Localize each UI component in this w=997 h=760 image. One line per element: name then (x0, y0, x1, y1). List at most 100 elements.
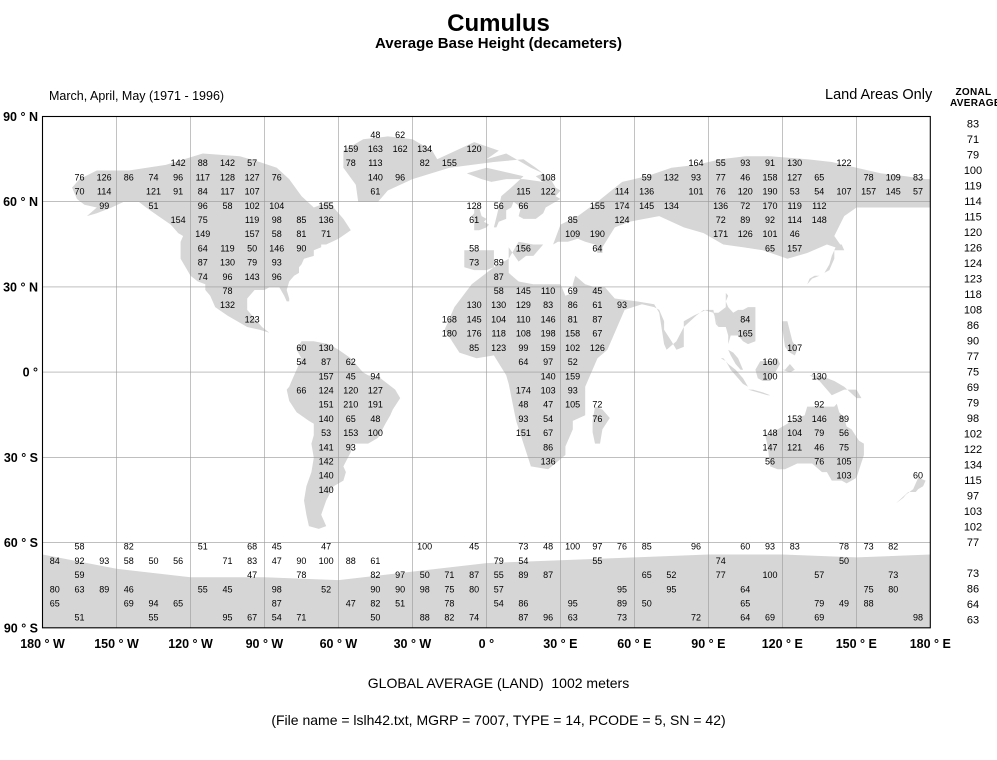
svg-text:150 ° W: 150 ° W (94, 637, 139, 651)
svg-text:65: 65 (740, 599, 750, 609)
svg-text:91: 91 (765, 158, 775, 168)
svg-text:53: 53 (790, 187, 800, 197)
svg-text:86: 86 (543, 442, 553, 452)
svg-text:46: 46 (814, 442, 824, 452)
svg-text:63: 63 (74, 584, 84, 594)
svg-text:101: 101 (762, 229, 777, 239)
svg-text:102: 102 (245, 201, 260, 211)
svg-text:110: 110 (541, 286, 555, 296)
svg-text:62: 62 (346, 357, 356, 367)
svg-text:124: 124 (964, 258, 982, 270)
svg-text:89: 89 (99, 584, 109, 594)
svg-text:64: 64 (198, 243, 208, 253)
svg-text:69: 69 (967, 382, 979, 394)
svg-text:47: 47 (346, 599, 356, 609)
svg-text:132: 132 (664, 172, 679, 182)
svg-text:64: 64 (518, 357, 528, 367)
svg-text:55: 55 (494, 570, 504, 580)
svg-text:129: 129 (516, 300, 531, 310)
svg-text:54: 54 (494, 599, 504, 609)
svg-text:65: 65 (50, 599, 60, 609)
svg-text:53: 53 (321, 428, 331, 438)
svg-text:77: 77 (716, 570, 726, 580)
svg-text:114: 114 (97, 187, 111, 197)
svg-text:49: 49 (839, 599, 849, 609)
svg-text:86: 86 (124, 172, 134, 182)
svg-text:83: 83 (247, 556, 257, 566)
svg-text:93: 93 (346, 442, 356, 452)
svg-text:127: 127 (245, 172, 260, 182)
svg-text:98: 98 (420, 584, 430, 594)
svg-text:85: 85 (568, 215, 578, 225)
svg-text:119: 119 (245, 215, 259, 225)
svg-text:51: 51 (198, 542, 208, 552)
svg-text:130: 130 (319, 343, 334, 353)
svg-text:96: 96 (543, 613, 553, 623)
svg-text:130: 130 (787, 158, 802, 168)
svg-text:151: 151 (516, 428, 531, 438)
svg-text:45: 45 (469, 542, 479, 552)
svg-text:140: 140 (319, 485, 334, 495)
svg-text:65: 65 (814, 172, 824, 182)
svg-text:45: 45 (346, 371, 356, 381)
svg-text:54: 54 (543, 414, 553, 424)
svg-text:93: 93 (568, 386, 578, 396)
svg-text:83: 83 (790, 542, 800, 552)
svg-text:60: 60 (913, 471, 923, 481)
svg-text:157: 157 (787, 243, 802, 253)
svg-text:69: 69 (568, 286, 578, 296)
svg-text:51: 51 (74, 613, 84, 623)
svg-text:124: 124 (614, 215, 629, 225)
svg-text:140: 140 (368, 172, 383, 182)
svg-text:60 ° W: 60 ° W (320, 637, 358, 651)
svg-text:51: 51 (148, 201, 158, 211)
svg-text:108: 108 (516, 329, 531, 339)
svg-text:58: 58 (124, 556, 134, 566)
svg-text:117: 117 (220, 187, 234, 197)
svg-text:82: 82 (444, 613, 454, 623)
svg-text:55: 55 (716, 158, 726, 168)
svg-text:61: 61 (370, 187, 380, 197)
svg-text:60: 60 (296, 343, 306, 353)
svg-text:80: 80 (469, 584, 479, 594)
svg-text:87: 87 (592, 314, 602, 324)
svg-text:89: 89 (617, 599, 627, 609)
svg-text:120: 120 (738, 187, 753, 197)
svg-text:92: 92 (74, 556, 84, 566)
svg-text:157: 157 (861, 187, 876, 197)
svg-text:60 ° N: 60 ° N (3, 195, 38, 209)
svg-text:112: 112 (812, 201, 826, 211)
svg-text:58: 58 (74, 542, 84, 552)
svg-text:83: 83 (543, 300, 553, 310)
svg-text:65: 65 (346, 414, 356, 424)
svg-text:93: 93 (740, 158, 750, 168)
svg-text:58: 58 (222, 201, 232, 211)
svg-text:174: 174 (516, 386, 531, 396)
svg-text:78: 78 (296, 570, 306, 580)
svg-text:126: 126 (964, 243, 982, 255)
svg-text:126: 126 (97, 172, 112, 182)
svg-text:46: 46 (124, 584, 134, 594)
svg-text:79: 79 (814, 428, 824, 438)
svg-text:60 ° S: 60 ° S (4, 536, 38, 550)
svg-text:100: 100 (417, 542, 432, 552)
svg-text:65: 65 (765, 243, 775, 253)
svg-text:45: 45 (222, 584, 232, 594)
svg-text:70: 70 (74, 187, 84, 197)
svg-text:0 °: 0 ° (479, 637, 494, 651)
svg-text:93: 93 (691, 172, 701, 182)
svg-text:101: 101 (688, 187, 703, 197)
svg-text:128: 128 (220, 172, 235, 182)
svg-text:67: 67 (543, 428, 553, 438)
svg-text:51: 51 (395, 599, 405, 609)
svg-text:90: 90 (370, 584, 380, 594)
svg-text:78: 78 (222, 286, 232, 296)
svg-text:107: 107 (245, 187, 260, 197)
svg-text:77: 77 (967, 351, 979, 363)
svg-text:120 ° W: 120 ° W (168, 637, 213, 651)
svg-text:66: 66 (518, 201, 528, 211)
svg-text:103: 103 (964, 506, 982, 518)
svg-text:148: 148 (762, 428, 777, 438)
svg-text:75: 75 (864, 584, 874, 594)
svg-text:78: 78 (346, 158, 356, 168)
